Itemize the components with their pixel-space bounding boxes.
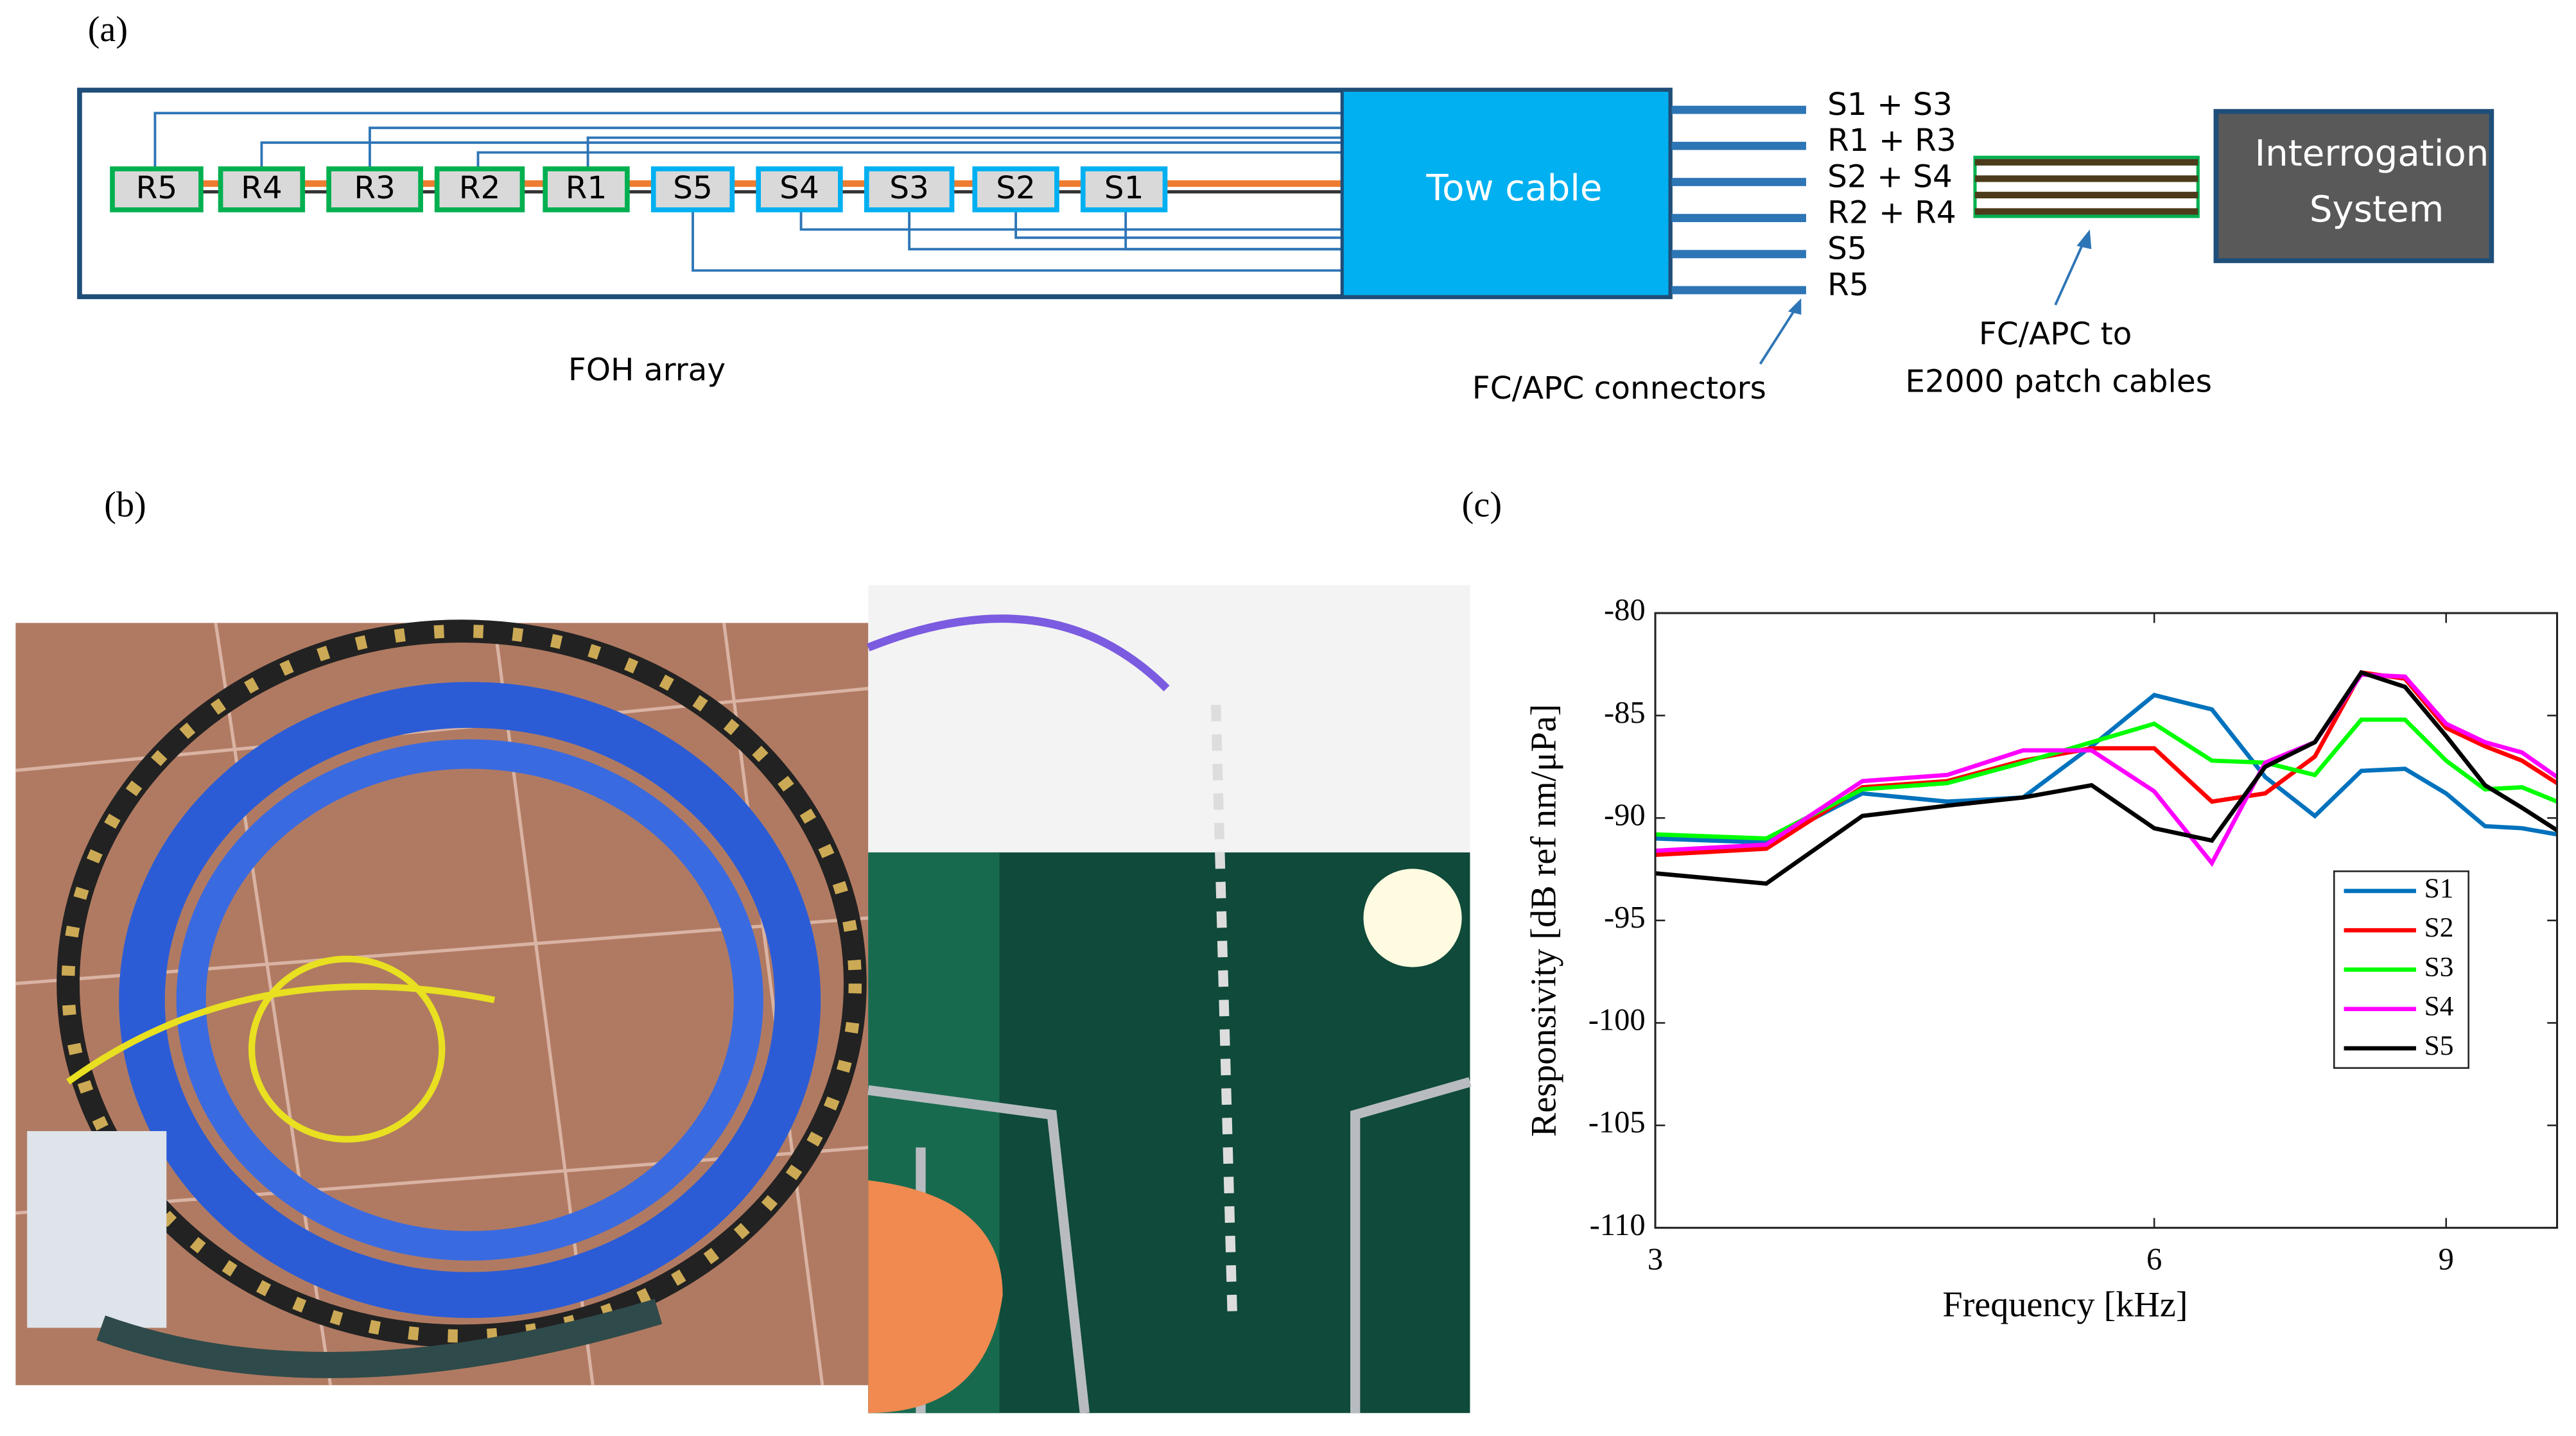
fibers [153,112,1343,272]
connectors-label: FC/APC connectors [1472,370,1766,406]
patch-label: E2000 patch cables [1905,364,2212,400]
sensor-label: S5 [673,170,713,206]
legend-label: S1 [2424,873,2454,904]
sensor-box [326,166,423,212]
arrow-head [1788,298,1802,315]
y-tick-label: -100 [1588,1003,1646,1037]
y-tick-label: -80 [1604,593,1646,627]
y-tick-label: -85 [1604,696,1646,730]
panel-label: (a) [88,10,128,49]
tow-cable-box [1340,88,1672,298]
sensor-label: R2 [459,170,501,206]
x-tick-label: 3 [1648,1242,1663,1276]
sensor-label: R5 [136,170,178,206]
sensor-label: S3 [889,170,929,206]
panel-label: (c) [1462,485,1502,525]
y-tick-label: -105 [1588,1105,1646,1139]
sensor-box [1080,166,1168,212]
chart: -110 -105 -100 -95 -90 -85 -80 3 6 9 Frequency [kH… [1524,593,2559,1325]
connector-label: S5 [1827,231,1867,267]
y-tick-label: -95 [1604,901,1646,935]
connector-label: R5 [1827,267,1869,303]
sensor-box [110,166,204,212]
sensor-label: S4 [779,170,819,206]
series-line [1655,717,2558,841]
legend-label: S2 [2424,912,2454,943]
patch-label: FC/APC to [1979,316,2132,352]
sensor-box [864,166,955,212]
series-line [1655,670,2559,886]
patch-cables [1973,155,2200,218]
connector-label: R1 + R3 [1827,123,1956,159]
diagram: Tow cable R5 R4 R3 R2 R1 S5 S4 S3 S2 S1 S1 + S3R1… [77,87,2494,406]
series-line [1655,693,2558,845]
arrow [2054,239,2086,306]
interrogation-label: System [2310,189,2444,230]
axes-frame [1654,612,2559,1229]
legend-label: S5 [2424,1030,2454,1061]
sensor-label: R3 [354,170,396,206]
sensor-label: R1 [566,170,607,206]
arrow [1759,304,1799,365]
legend-label: S4 [2424,991,2454,1022]
sensor-label: R4 [241,170,283,206]
sensor-box [650,166,735,212]
sensor-box [972,166,1059,212]
y-axis-label: Responsivity [dB ref nm/μPa] [1524,704,1563,1137]
series-line [1655,672,2559,867]
x-tick-label: 6 [2146,1242,2162,1276]
connector-label: S2 + S4 [1827,159,1953,195]
panel-label: (b) [104,485,146,525]
sensor-box [543,166,630,212]
sensor-box [434,166,525,212]
y-tick-label: -110 [1590,1208,1646,1242]
connector-label: R2 + R4 [1827,195,1956,231]
arrow-head [2076,229,2092,250]
sensor-box [218,166,306,212]
interrogation-box [2213,108,2494,263]
sensor-box [756,166,843,212]
photo-left [15,619,869,1386]
sensor-label: S2 [996,170,1036,206]
legend-label: S3 [2424,951,2454,982]
connector-label: S1 + S3 [1827,87,1953,123]
tow-cable-label: Tow cable [1425,168,1602,209]
y-tick-label: -90 [1604,798,1646,832]
x-axis-label: Frequency [kHz] [1942,1285,2188,1325]
interrogation-label: Interrogation [2255,133,2489,175]
photo-right [866,585,1472,1414]
x-tick-label: 9 [2439,1242,2454,1276]
sensor-label: S1 [1104,170,1144,206]
array-label: FOH array [568,352,726,388]
